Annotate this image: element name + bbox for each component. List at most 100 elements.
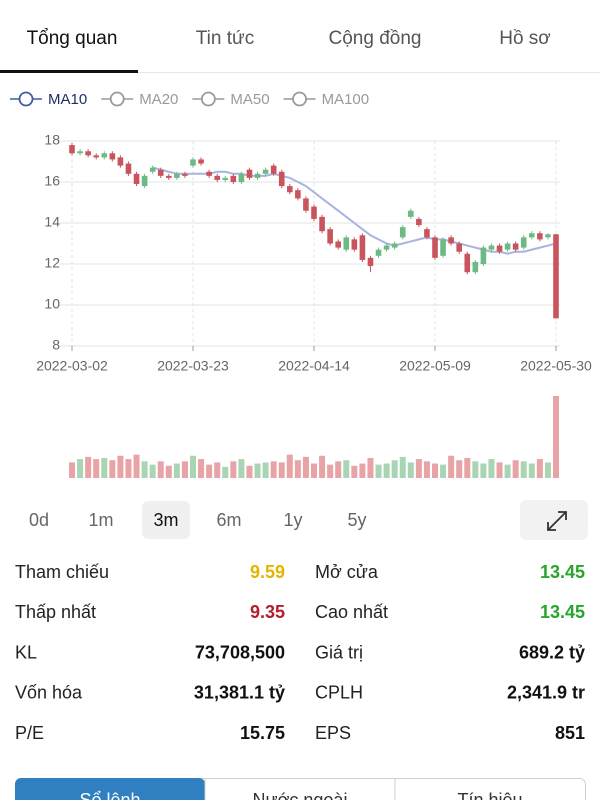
volume-bar	[214, 462, 221, 478]
stat-value: 9.35	[250, 602, 285, 622]
stat-label: Mở cửa	[315, 562, 379, 582]
candle-body	[174, 173, 180, 178]
stat-value: 851	[555, 723, 585, 743]
volume-bar	[69, 462, 75, 478]
candle-body	[488, 245, 495, 250]
volume-bar	[101, 457, 108, 478]
y-tick-label: 18	[44, 132, 60, 148]
candle-body	[408, 210, 414, 217]
range-button[interactable]: 1m	[88, 510, 113, 530]
stat-label: EPS	[315, 723, 351, 743]
candle-body	[456, 243, 462, 252]
volume-bar	[520, 461, 527, 478]
volume-bar	[109, 460, 116, 478]
stat-label: Cao nhất	[315, 602, 388, 622]
range-button[interactable]: 1y	[283, 510, 302, 530]
volume-bar	[222, 466, 229, 478]
legend-label[interactable]: MA20	[139, 91, 178, 108]
candle-body	[198, 159, 204, 164]
y-tick-label: 12	[44, 255, 60, 271]
volume-bar	[262, 462, 269, 478]
volume-bar	[553, 396, 559, 478]
range-button[interactable]: 5y	[347, 510, 366, 530]
candle-body	[383, 245, 390, 250]
candle-body	[375, 249, 382, 256]
volume-bar	[85, 456, 92, 478]
volume-bar	[157, 461, 164, 478]
volume-bar	[367, 457, 374, 478]
stat-value: 73,708,500	[195, 642, 285, 662]
range-button[interactable]: 6m	[216, 510, 241, 530]
candle-body	[295, 190, 301, 199]
volume-bar	[399, 456, 406, 478]
candle-body	[504, 243, 511, 250]
tab[interactable]: Cộng đồng	[329, 28, 422, 49]
volume-bar	[294, 460, 301, 478]
volume-bar	[181, 461, 188, 478]
volume-bar	[528, 463, 535, 478]
candle-body	[125, 163, 132, 174]
tab[interactable]: Hồ sơ	[499, 28, 551, 49]
volume-bar	[544, 462, 551, 478]
x-tick-label: 2022-04-14	[278, 358, 350, 374]
candle-body	[416, 218, 422, 226]
expand-button[interactable]	[520, 500, 588, 540]
x-tick-label: 2022-03-02	[36, 358, 108, 374]
volume-bar	[173, 463, 180, 478]
volume-bar	[504, 464, 511, 478]
tab[interactable]: Tin tức	[196, 28, 254, 49]
y-tick-label: 10	[44, 296, 60, 312]
candle-body	[399, 227, 406, 238]
legend-label[interactable]: MA10	[48, 91, 87, 108]
candle-body	[367, 257, 374, 267]
candle-body	[270, 165, 277, 174]
stat-value: 2,341.9 tr	[507, 683, 585, 703]
candle-body	[319, 216, 325, 232]
volume-bar	[488, 459, 495, 478]
candle-body	[230, 175, 237, 182]
legend-marker	[200, 91, 216, 107]
range-button[interactable]: 0d	[29, 510, 49, 530]
candle-body	[335, 241, 341, 248]
candle-body	[537, 233, 543, 240]
candle-body	[93, 155, 99, 158]
candle-body	[206, 171, 212, 176]
volume-bar	[238, 459, 245, 478]
candle-body	[359, 235, 366, 260]
legend-marker	[109, 91, 125, 107]
volume-bar	[391, 460, 398, 478]
candle-body	[496, 245, 503, 252]
volume-bar	[383, 463, 390, 478]
candle-body	[440, 239, 446, 256]
bottom-tab[interactable]: Sổ lệnh	[79, 790, 140, 800]
volume-bar	[149, 464, 156, 478]
legend-marker	[18, 91, 34, 107]
legend-label[interactable]: MA50	[230, 91, 269, 108]
candle-body	[520, 237, 527, 248]
candle-body	[448, 237, 454, 244]
candle-body	[553, 234, 559, 319]
candle-body	[472, 261, 479, 273]
tab[interactable]: Tổng quan	[27, 28, 118, 49]
candle-body	[77, 151, 83, 154]
stat-label: Vốn hóa	[15, 683, 83, 703]
candle-body	[69, 145, 75, 154]
volume-bar	[512, 460, 519, 478]
candle-body	[190, 159, 196, 166]
ma-line	[152, 166, 557, 255]
bottom-tab[interactable]: Nước ngoài	[253, 790, 348, 800]
volume-bar	[133, 454, 140, 478]
y-tick-label: 14	[44, 214, 60, 230]
volume-bar	[230, 461, 237, 478]
bottom-tab[interactable]: Tín hiệu	[457, 790, 522, 800]
volume-bar	[423, 461, 430, 478]
volume-bar	[335, 461, 342, 478]
volume-bar	[198, 459, 205, 478]
candle-body	[529, 233, 535, 238]
legend-label[interactable]: MA100	[322, 91, 370, 108]
range-button[interactable]: 3m	[153, 510, 178, 530]
y-tick-label: 8	[52, 337, 60, 353]
candle-body	[85, 151, 91, 156]
volume-bar	[125, 459, 132, 478]
candle-body	[464, 253, 471, 273]
